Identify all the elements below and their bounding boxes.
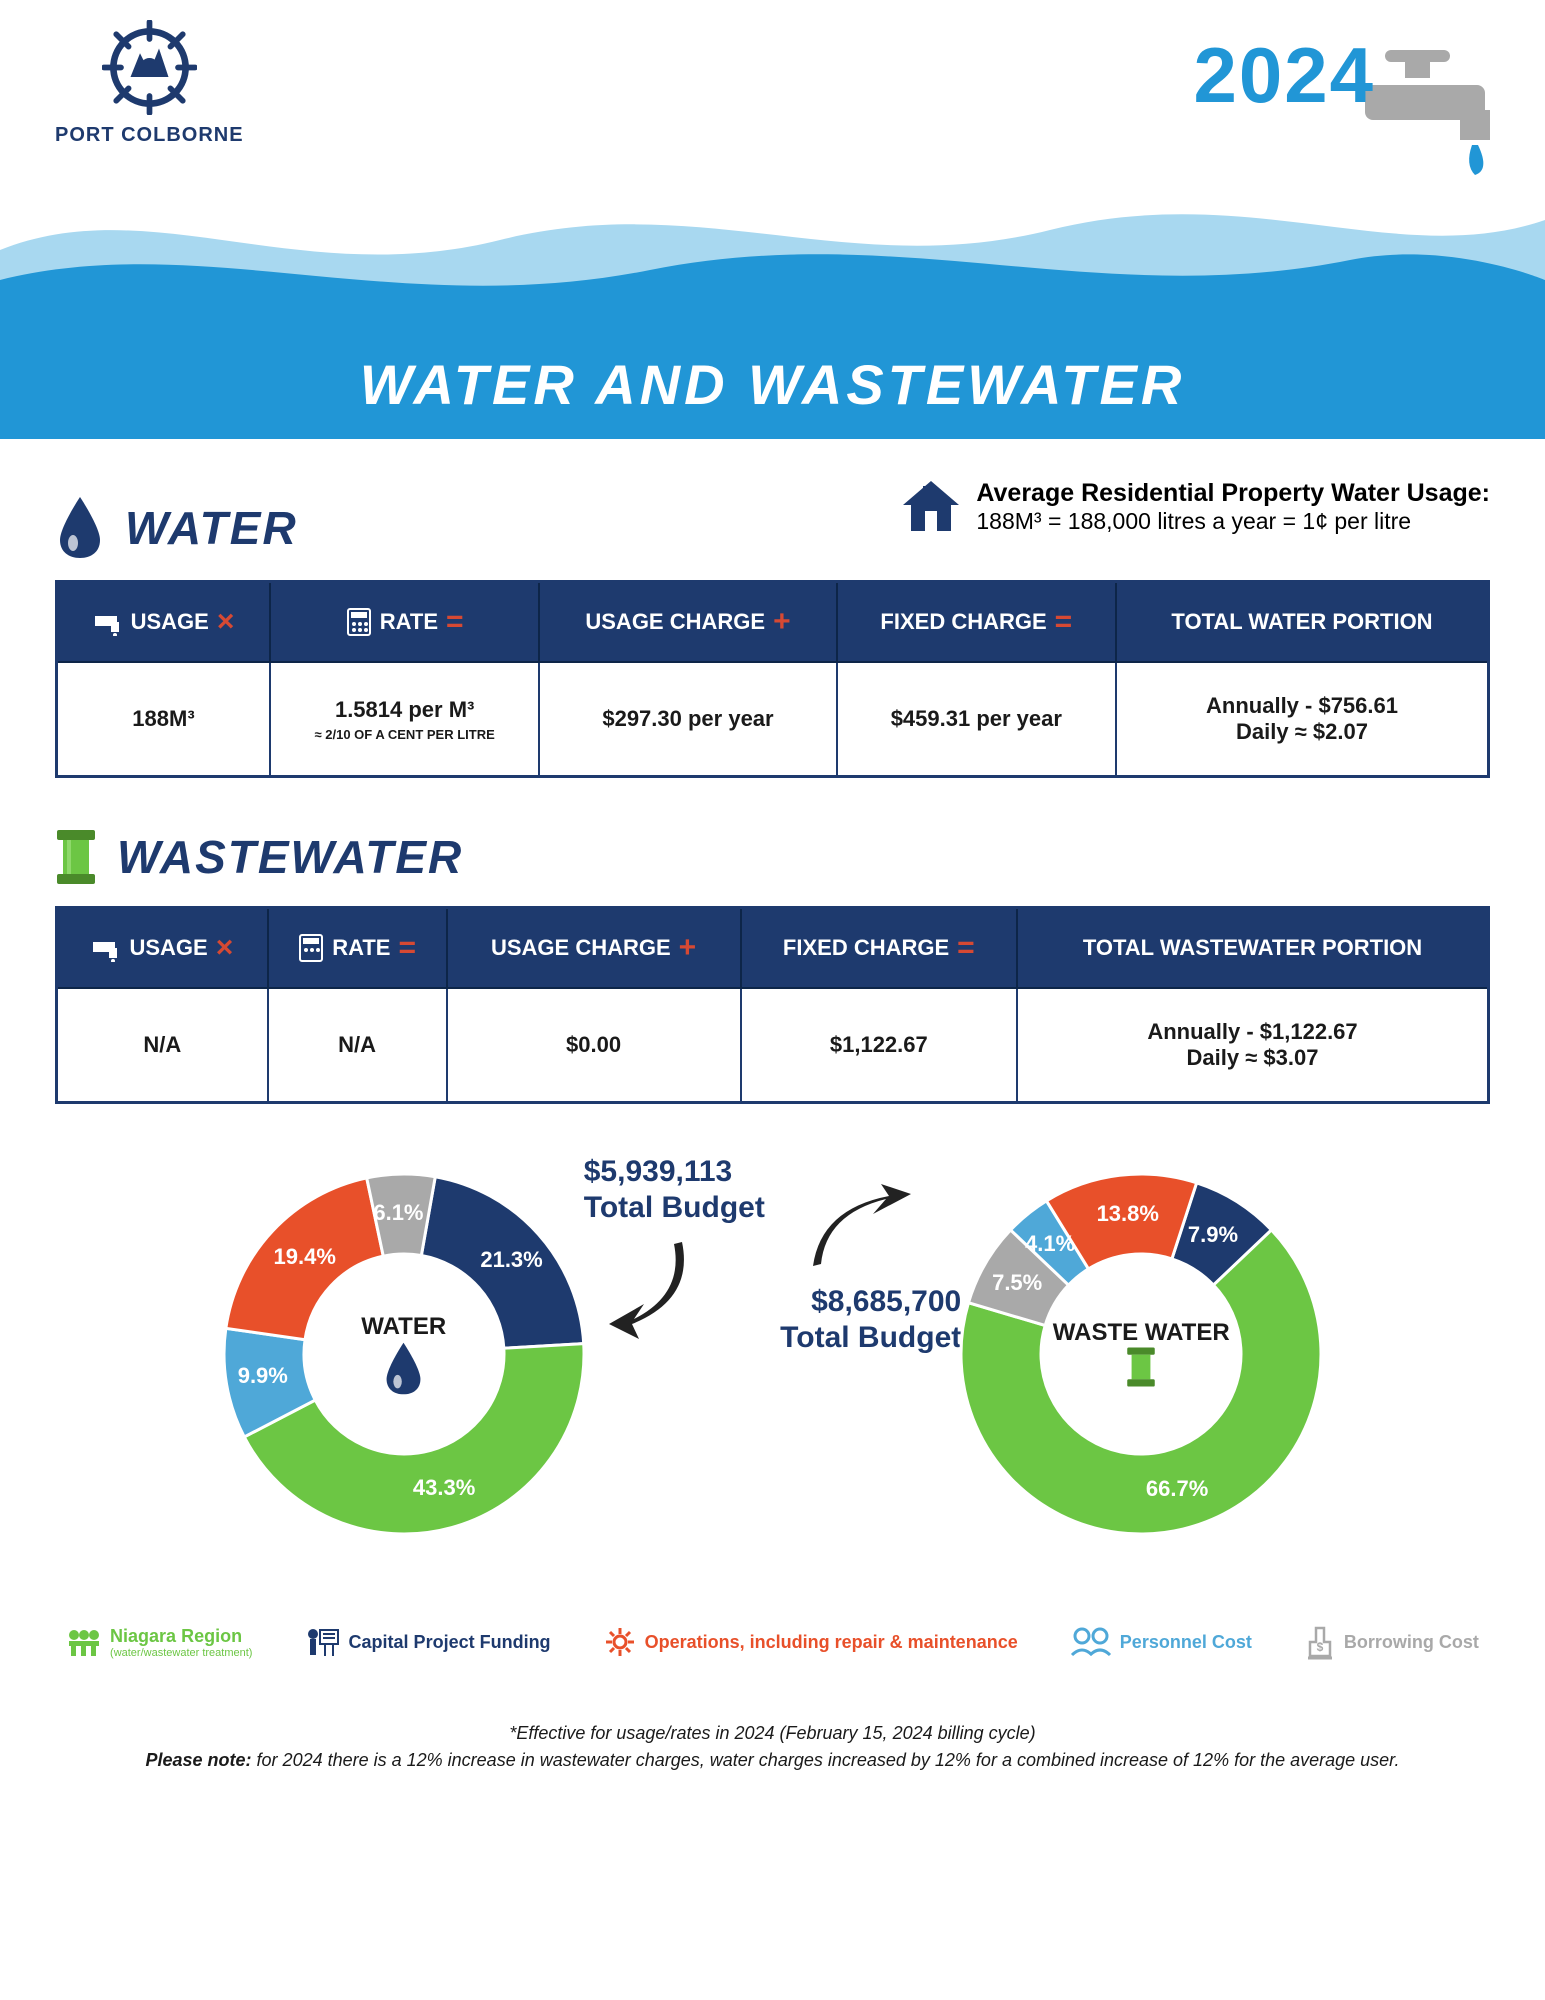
logo: PORT COLBORNE bbox=[55, 20, 244, 147]
arrow-icon bbox=[604, 1234, 694, 1344]
legend-item: $Borrowing Cost bbox=[1304, 1624, 1479, 1660]
title-banner: WATER AND WASTEWATER bbox=[0, 330, 1545, 439]
slice-label: 19.4% bbox=[274, 1244, 336, 1270]
ww-usage-cell: N/A bbox=[57, 988, 268, 1103]
page-title: WATER AND WASTEWATER bbox=[0, 352, 1545, 417]
water-budget-chart: $5,939,113 Total Budget WATER 21.3%43.3%… bbox=[204, 1154, 604, 1554]
water-drop-icon bbox=[55, 495, 105, 560]
th-usage-charge: USAGE CHARGE bbox=[585, 609, 765, 635]
brand-name: PORT COLBORNE bbox=[55, 124, 244, 147]
budget-charts-row: $5,939,113 Total Budget WATER 21.3%43.3%… bbox=[55, 1154, 1490, 1554]
avg-usage-sub: 188M³ = 188,000 litres a year = 1¢ per l… bbox=[976, 508, 1490, 535]
house-icon bbox=[901, 479, 961, 534]
year-label: 2024 bbox=[1193, 30, 1375, 121]
water-title: WATER bbox=[125, 501, 298, 555]
th-total: TOTAL WASTEWATER PORTION bbox=[1083, 935, 1422, 960]
ship-wheel-icon bbox=[102, 20, 197, 115]
ww-usage-charge-cell: $0.00 bbox=[447, 988, 741, 1103]
ww-rate-cell: N/A bbox=[268, 988, 447, 1103]
water-usage-charge-cell: $297.30 per year bbox=[539, 662, 836, 777]
slice-label: 13.8% bbox=[1097, 1201, 1159, 1227]
legend-item: Operations, including repair & maintenan… bbox=[603, 1625, 1018, 1659]
pipe-icon bbox=[55, 828, 97, 886]
water-fixed-charge-cell: $459.31 per year bbox=[837, 662, 1116, 777]
legend-item: Capital Project Funding bbox=[305, 1626, 551, 1658]
header: PORT COLBORNE 2024 bbox=[0, 0, 1545, 330]
th-usage: USAGE bbox=[129, 935, 207, 961]
wastewater-section-head: WASTEWATER bbox=[55, 828, 1490, 886]
footnote: *Effective for usage/rates in 2024 (Febr… bbox=[0, 1710, 1545, 1814]
chart-legend: Niagara Region(water/wastewater treatmen… bbox=[55, 1604, 1490, 1680]
svg-text:$: $ bbox=[1317, 1640, 1324, 1654]
legend-item: Niagara Region(water/wastewater treatmen… bbox=[66, 1626, 252, 1659]
wastewater-budget-chart: $8,685,700 Total Budget WASTE WATER 7.9%… bbox=[941, 1154, 1341, 1554]
slice-label: 66.7% bbox=[1146, 1476, 1208, 1502]
tap-icon bbox=[91, 934, 121, 962]
ww-total-cell: Annually - $1,122.67 Daily ≈ $3.07 bbox=[1017, 988, 1489, 1103]
th-rate: RATE bbox=[380, 609, 438, 635]
slice-label: 7.9% bbox=[1188, 1222, 1238, 1248]
slice-label: 43.3% bbox=[413, 1475, 475, 1501]
th-usage: USAGE bbox=[131, 609, 209, 635]
legend-item: Personnel Cost bbox=[1070, 1627, 1252, 1657]
th-usage-charge: USAGE CHARGE bbox=[491, 935, 671, 961]
wave-decoration bbox=[0, 130, 1545, 330]
ww-fixed-charge-cell: $1,122.67 bbox=[741, 988, 1017, 1103]
slice-label: 4.1% bbox=[1025, 1231, 1075, 1257]
th-rate: RATE bbox=[332, 935, 390, 961]
water-rate-cell: 1.5814 per M³ ≈ 2/10 OF A CENT PER LITRE bbox=[270, 662, 539, 777]
wastewater-rate-table: USAGE × RATE = USAGE CHARGE + FIXED CHAR… bbox=[55, 906, 1490, 1104]
slice-label: 9.9% bbox=[238, 1363, 288, 1389]
faucet-icon bbox=[1365, 50, 1515, 180]
slice-label: 6.1% bbox=[373, 1200, 423, 1226]
th-total: TOTAL WATER PORTION bbox=[1171, 609, 1432, 634]
tap-icon bbox=[93, 608, 123, 636]
calculator-icon bbox=[346, 607, 372, 637]
water-usage-cell: 188M³ bbox=[57, 662, 270, 777]
water-drop-icon bbox=[381, 1341, 426, 1396]
arrow-icon bbox=[811, 1184, 921, 1284]
calculator-icon bbox=[298, 933, 324, 963]
th-fixed-charge: FIXED CHARGE bbox=[783, 935, 949, 961]
water-total-cell: Annually - $756.61 Daily ≈ $2.07 bbox=[1116, 662, 1488, 777]
slice-label: 21.3% bbox=[480, 1247, 542, 1273]
pipe-icon bbox=[1125, 1346, 1157, 1388]
avg-usage-title: Average Residential Property Water Usage… bbox=[976, 479, 1490, 508]
water-rate-table: USAGE × RATE = USAGE CHARGE + FIXED CHAR… bbox=[55, 580, 1490, 778]
wastewater-title: WASTEWATER bbox=[117, 830, 463, 884]
slice-label: 7.5% bbox=[992, 1270, 1042, 1296]
th-fixed-charge: FIXED CHARGE bbox=[880, 609, 1046, 635]
